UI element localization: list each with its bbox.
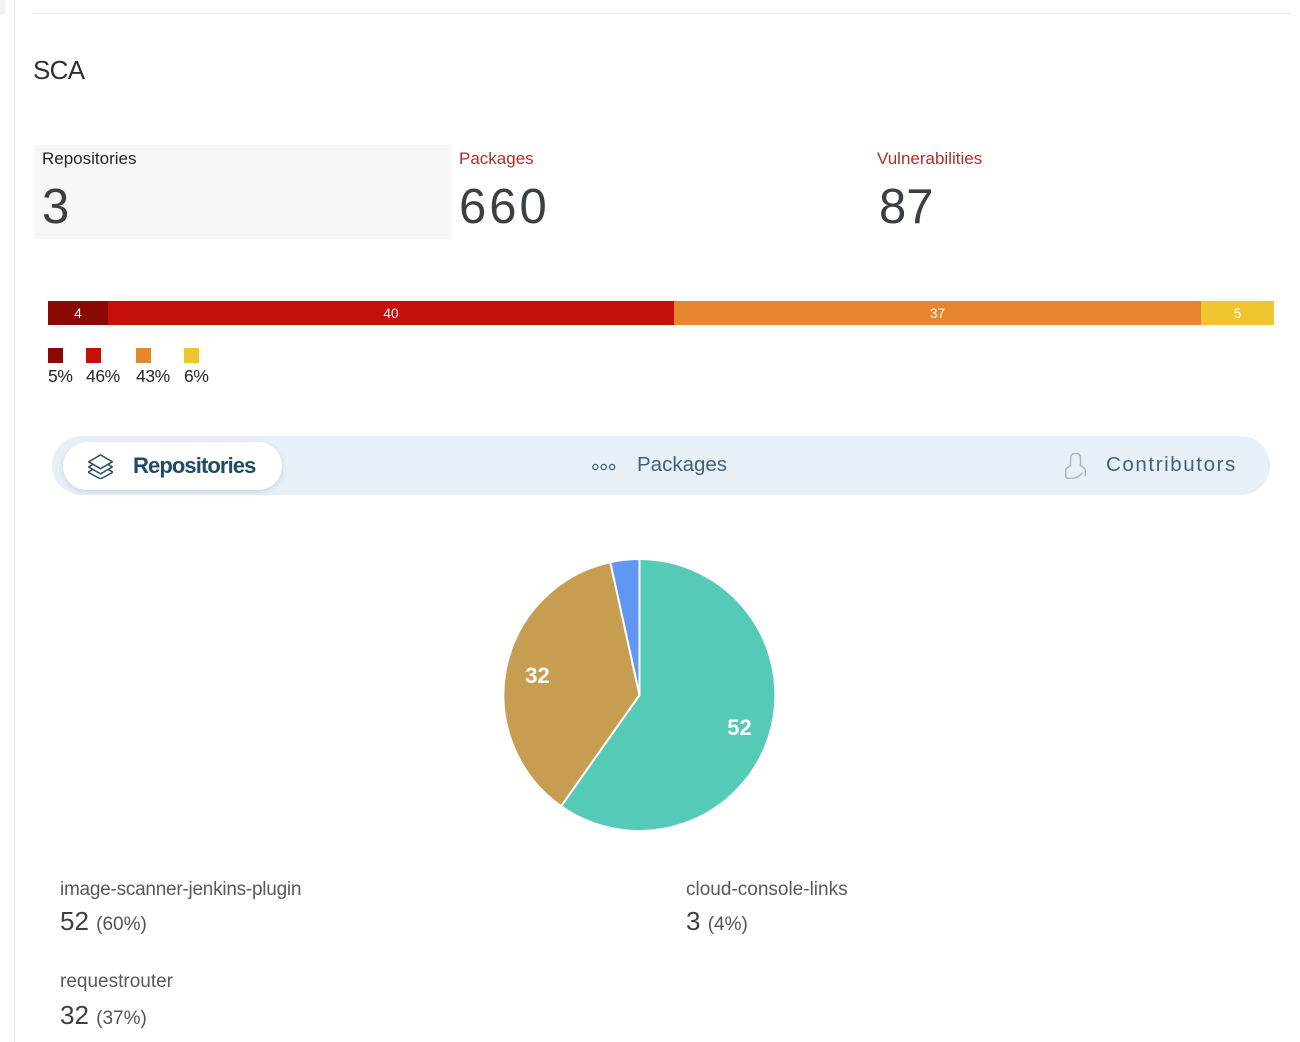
svg-text:32: 32	[525, 663, 549, 688]
svg-text:52: 52	[727, 715, 751, 740]
